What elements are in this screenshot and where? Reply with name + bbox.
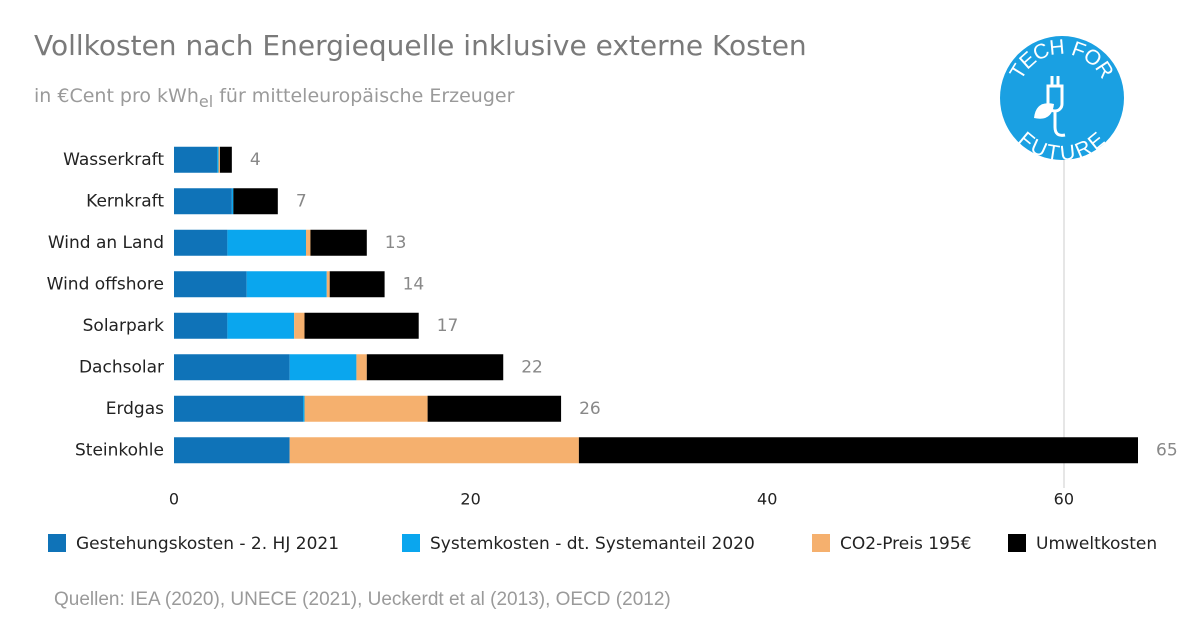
bar-segment [218,146,220,173]
bar-segment [305,229,311,256]
legend-swatch [812,534,830,552]
subtitle-subscript: el [199,92,213,111]
bar-segment [578,437,1138,464]
bar-segment [227,229,306,256]
legend-swatch [402,534,420,552]
subtitle-text: in €Cent pro kWh [34,85,199,107]
bar-segment [174,146,218,173]
category-label: Wind offshore [47,274,164,294]
x-tick-label: 60 [1054,490,1074,509]
legend-label: Gestehungskosten - 2. HJ 2021 [76,534,339,554]
total-label: 4 [250,150,261,170]
category-label: Dachsolar [79,357,164,377]
bar-segment [174,395,304,422]
bar-segment [174,188,232,215]
bar-segment [174,312,228,339]
bar-segment [326,271,330,298]
legend-swatch [1008,534,1026,552]
x-tick-label: 20 [460,490,480,509]
bar-segment [227,312,295,339]
bar-segment [289,437,579,464]
bar-segment [294,312,305,339]
total-label: 13 [385,233,407,253]
total-label: 26 [579,399,601,419]
category-label: Kernkraft [86,191,164,211]
bar-segment [289,354,357,381]
legend-label: CO2-Preis 195€ [840,534,971,554]
category-label: Steinkohle [75,440,164,460]
bar-segment [174,354,290,381]
bar-segment [174,271,247,298]
bar-segment [219,146,232,173]
total-label: 17 [437,316,459,336]
bar-segment [303,395,305,422]
legend-label: Systemkosten - dt. Systemanteil 2020 [430,534,755,554]
bar-segment [246,271,327,298]
bar-segment [310,229,367,256]
logo-plug [1046,76,1066,137]
total-label: 22 [521,357,543,377]
subtitle-text: für mitteleuropäische Erzeuger [213,85,514,107]
legend-label: Umweltkosten [1036,534,1157,554]
bar-segment [233,188,278,215]
x-tick-label: 40 [757,490,777,509]
bar-segment [427,395,562,422]
total-label: 14 [403,274,425,294]
bar-segment [217,146,219,173]
legend-swatch [48,534,66,552]
logo: TECH FOR FUTURE [1000,35,1124,165]
bar-segment [366,354,504,381]
bar-segment [231,188,234,215]
logo-leaf [1034,103,1054,119]
category-label: Wasserkraft [63,150,164,170]
source: Quellen: IEA (2020), UNECE (2021), Uecke… [54,589,671,610]
category-label: Wind an Land [48,233,164,253]
bar-segment [329,271,385,298]
bar-segment [174,437,290,464]
chart-title: Vollkosten nach Energiequelle inklusive … [34,29,807,62]
bar-segment [174,229,228,256]
total-label: 7 [296,191,307,211]
bar-segment [304,395,428,422]
total-label: 65 [1156,440,1178,460]
category-label: Erdgas [106,399,164,419]
bar-segment [356,354,367,381]
bar-segment [304,312,419,339]
category-label: Solarpark [83,316,165,336]
x-tick-label: 0 [169,490,179,509]
chart-subtitle: in €Cent pro kWhel für mitteleuropäische… [34,85,515,111]
